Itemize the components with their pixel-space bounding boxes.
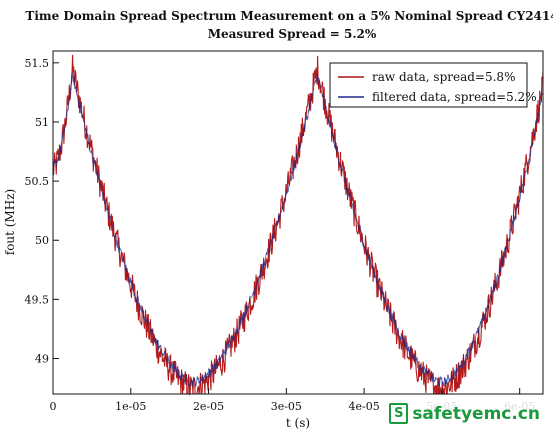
x-tick-label: 0 <box>50 400 57 413</box>
y-axis: 49 49.5 50 50.5 51 51.5 <box>25 57 59 366</box>
watermark-text: safetyemc.cn <box>412 403 540 424</box>
chart-title: Time Domain Spread Spectrum Measurement … <box>25 9 553 23</box>
legend-box <box>329 62 528 108</box>
y-tick-label: 49.5 <box>25 293 50 306</box>
series-line-raw <box>52 54 544 397</box>
y-tick-label: 49 <box>35 353 49 366</box>
y-tick-label: 50 <box>35 234 49 247</box>
legend-label-raw: raw data, spread=5.8% <box>372 70 515 84</box>
x-axis-label: t (s) <box>286 416 310 430</box>
watermark: S safetyemc.cn <box>386 402 543 425</box>
y-tick-label: 51 <box>35 116 49 129</box>
x-tick-label: 4e-05 <box>348 400 379 413</box>
y-tick-label: 51.5 <box>25 57 50 70</box>
plot-frame <box>52 50 544 395</box>
plot-traces <box>52 54 544 397</box>
y-tick-label: 50.5 <box>25 175 50 188</box>
series-line-filtered <box>52 71 544 388</box>
watermark-badge: S <box>389 403 409 424</box>
legend-label-filtered: filtered data, spread=5.2% <box>372 90 537 104</box>
x-tick-label: 1e-05 <box>115 400 146 413</box>
chart-subtitle: Measured Spread = 5.2% <box>208 27 377 41</box>
x-tick-label: 3e-05 <box>271 400 302 413</box>
y-axis-label: fout (MHz) <box>3 189 17 255</box>
x-tick-label: 2e-05 <box>193 400 224 413</box>
legend: raw data, spread=5.8% filtered data, spr… <box>329 62 537 108</box>
